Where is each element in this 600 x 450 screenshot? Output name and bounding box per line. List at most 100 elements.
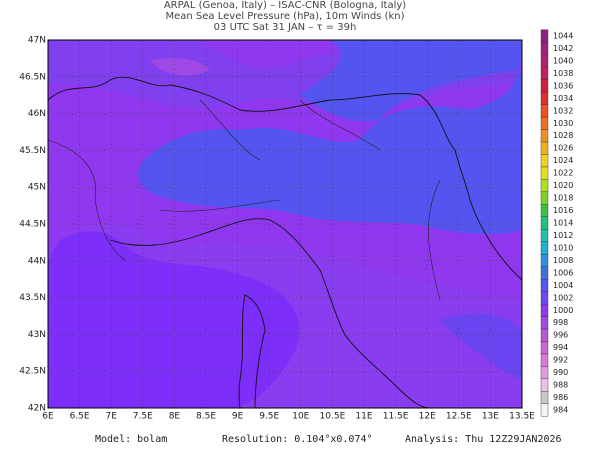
colorbar-cell	[540, 29, 549, 43]
colorbar-label: 1044	[553, 32, 573, 41]
lon-label: 10E	[292, 412, 309, 422]
footer-model: Model: bolam	[95, 434, 167, 445]
colorbar-cell	[540, 353, 549, 367]
colorbar-label: 1034	[553, 94, 573, 103]
lon-label: 9E	[232, 412, 244, 422]
colorbar-label: 1036	[553, 81, 573, 90]
colorbar-label: 1026	[553, 144, 573, 153]
lat-label: 44.5N	[19, 220, 46, 230]
lat-label: 44N	[28, 256, 46, 266]
lon-label: 7E	[105, 412, 117, 422]
colorbar-label: 1008	[553, 256, 573, 265]
lon-label: 11E	[355, 412, 372, 422]
colorbar-label: 1042	[553, 44, 573, 53]
colorbar-cell	[540, 266, 549, 280]
coastlines	[47, 76, 523, 409]
lon-label: 13E	[482, 412, 499, 422]
colorbar-cell	[540, 79, 549, 93]
lat-label: 47N	[28, 36, 46, 46]
colorbar-label: 1010	[553, 243, 573, 252]
colorbar-label: 1006	[553, 268, 573, 277]
lon-label: 11.5E	[383, 412, 409, 422]
colorbar-cell	[540, 291, 549, 305]
title-line: Mean Sea Level Pressure (hPa), 10m Winds…	[166, 11, 405, 22]
colorbar-cell	[540, 403, 549, 417]
colorbar-cell	[540, 66, 549, 80]
colorbar-label: 1016	[553, 206, 573, 215]
colorbar-cell	[540, 328, 549, 342]
colorbar-label: 990	[553, 368, 568, 377]
colorbar-cell	[540, 316, 549, 330]
lon-label: 6.5E	[70, 412, 90, 422]
lon-label: 12.5E	[446, 412, 472, 422]
lat-label: 46.5N	[19, 72, 46, 82]
colorbar-cell	[540, 391, 549, 404]
colorbar-cell	[540, 141, 549, 155]
lat-label: 45.5N	[19, 146, 46, 156]
colorbar-label: 1040	[553, 56, 573, 65]
lon-label: 13.5E	[509, 412, 535, 422]
colorbar-cell	[540, 378, 549, 392]
lon-label: 9.5E	[259, 412, 279, 422]
title-line: 03 UTC Sat 31 JAN – τ = 39h	[214, 22, 357, 33]
colorbar-cell	[540, 154, 549, 168]
colorbar-cell	[540, 91, 549, 105]
colorbar-cell	[540, 54, 549, 68]
colorbar-cell	[540, 253, 549, 267]
grid	[48, 40, 522, 408]
colorbar-label: 1024	[553, 156, 573, 165]
colorbar-cell	[540, 366, 549, 380]
lat-label: 42.5N	[19, 367, 46, 377]
lat-label: 42N	[28, 404, 46, 414]
lat-label: 43.5N	[19, 293, 46, 303]
lon-label: 8.5E	[196, 412, 216, 422]
colorbar-label: 1020	[553, 181, 573, 190]
colorbar-label: 1032	[553, 106, 573, 115]
colorbar-cell	[540, 116, 549, 130]
colorbar-label: 988	[553, 381, 568, 390]
lon-label: 6E	[42, 412, 54, 422]
colorbar-label: 998	[553, 318, 568, 327]
colorbar-cell	[540, 278, 549, 292]
colorbar-cell	[540, 216, 549, 230]
footer-resolution: Resolution: 0.104°x0.074°	[222, 434, 373, 445]
colorbar-cell	[540, 191, 549, 205]
colorbar-label: 992	[553, 356, 568, 365]
colorbar-label: 1038	[553, 69, 573, 78]
colorbar-label: 1014	[553, 219, 573, 228]
colorbar-cell	[540, 42, 549, 55]
title-line: ARPAL (Genoa, Italy) – ISAC-CNR (Bologna…	[164, 0, 406, 11]
colorbar-cell	[540, 241, 549, 255]
colorbar-cell	[540, 179, 549, 193]
colorbar: 984 986 988 990 992 994 996 998 1000 1002 1004 1006…	[540, 29, 573, 417]
colorbar-label: 1000	[553, 306, 573, 315]
colorbar-label: 986	[553, 393, 568, 402]
colorbar-label: 1028	[553, 131, 573, 140]
colorbar-cell	[540, 303, 549, 317]
colorbar-cell	[540, 104, 549, 118]
colorbar-cell	[540, 204, 549, 217]
footer-analysis: Analysis: Thu 12Z29JAN2026	[405, 434, 562, 445]
colorbar-label: 1002	[553, 293, 573, 302]
lon-label: 7.5E	[133, 412, 153, 422]
map-frame	[47, 39, 523, 409]
colorbar-label: 1004	[553, 281, 573, 290]
colorbar-cell	[540, 229, 549, 242]
lat-label: 46N	[28, 109, 46, 119]
colorbar-cell	[540, 166, 549, 180]
colorbar-label: 1018	[553, 194, 573, 203]
lon-label: 8E	[169, 412, 181, 422]
lon-label: 10.5E	[320, 412, 346, 422]
colorbar-label: 1012	[553, 231, 573, 240]
colorbar-label: 984	[553, 406, 568, 415]
colorbar-label: 996	[553, 331, 568, 340]
colorbar-label: 1030	[553, 119, 573, 128]
map-field	[48, 40, 523, 408]
lat-label: 43N	[28, 330, 46, 340]
lon-label: 12E	[419, 412, 436, 422]
colorbar-label: 1022	[553, 169, 573, 178]
colorbar-cell	[540, 129, 549, 143]
lat-label: 45N	[28, 183, 46, 193]
colorbar-cell	[540, 341, 549, 355]
